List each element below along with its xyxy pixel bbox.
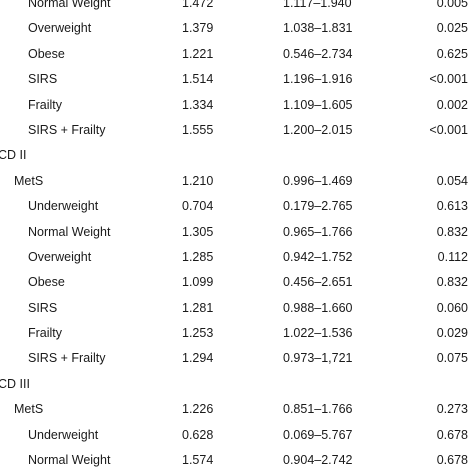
p-value-cell: <0.001	[429, 72, 468, 87]
table-row: Frailty 1.334 1.109–1.605 0.002	[0, 93, 474, 118]
confidence-interval-cell: 1.196–1.916	[283, 72, 353, 87]
confidence-interval-cell: 0.069–5.767	[283, 427, 353, 442]
row-label: Underweight	[28, 427, 99, 442]
odds-ratio-cell: 1.472	[182, 0, 214, 10]
row-label: Overweight	[28, 249, 92, 264]
p-value-cell: 0.832	[436, 224, 468, 239]
confidence-interval-cell: 0.973–1,721	[283, 351, 353, 366]
confidence-interval-cell: 1.022–1.536	[283, 326, 353, 341]
table-row: SIRS + Frailty 1.294 0.973–1,721 0.075	[0, 346, 474, 371]
odds-ratio-cell: 1.334	[182, 97, 214, 112]
table-row: Normal Weight 1.305 0.965–1.766 0.832	[0, 220, 474, 245]
p-value-cell: 0.832	[436, 275, 468, 290]
section-heading-row: CD III	[0, 372, 474, 397]
confidence-interval-cell: 1.200–2.015	[283, 122, 353, 137]
p-value-cell: 0.625	[436, 46, 468, 61]
p-value-cell: 0.060	[436, 300, 468, 315]
confidence-interval-cell: 0.988–1.660	[283, 300, 353, 315]
p-value-cell: 0.678	[436, 453, 468, 468]
confidence-interval-cell: 0.546–2.734	[283, 46, 353, 61]
p-value-cell: 0.273	[436, 402, 468, 417]
row-label: Normal Weight	[28, 224, 111, 239]
p-value-cell: 0.029	[436, 326, 468, 341]
row-label: MetS	[14, 173, 44, 188]
table-row: Underweight 0.628 0.069–5.767 0.678	[0, 423, 474, 448]
p-value-cell: 0.678	[436, 427, 468, 442]
confidence-interval-cell: 1.109–1.605	[283, 97, 353, 112]
odds-ratio-cell: 1.305	[182, 224, 214, 239]
p-value-cell: 0.112	[437, 249, 468, 264]
table-row: Obese 1.221 0.546–2.734 0.625	[0, 42, 474, 67]
row-label: Frailty	[28, 326, 63, 341]
odds-ratio-cell: 1.281	[182, 300, 214, 315]
p-value-cell: 0.613	[436, 199, 468, 214]
confidence-interval-cell: 1.117–1.940	[283, 0, 352, 10]
row-label: Underweight	[28, 199, 99, 214]
odds-ratio-cell: 1.379	[182, 21, 214, 36]
row-label: SIRS	[28, 300, 58, 315]
p-value-cell: 0.054	[436, 173, 468, 188]
confidence-interval-cell: 0.851–1.766	[283, 402, 353, 417]
odds-ratio-cell: 0.704	[182, 199, 214, 214]
odds-ratio-cell: 1.514	[182, 72, 214, 87]
row-label: Obese	[28, 46, 65, 61]
p-value-cell: <0.001	[429, 122, 468, 137]
confidence-interval-cell: 0.904–2.742	[283, 453, 353, 468]
table-row: Overweight 1.285 0.942–1.752 0.112	[0, 245, 474, 270]
row-label: Overweight	[28, 21, 92, 36]
odds-ratio-cell: 1.253	[182, 326, 214, 341]
row-label: Normal Weight	[28, 453, 111, 468]
row-label: CD III	[0, 376, 30, 391]
table-row: MetS 1.210 0.996–1.469 0.054	[0, 169, 474, 194]
p-value-cell: 0.002	[436, 97, 468, 112]
odds-ratio-cell: 1.226	[182, 402, 214, 417]
confidence-interval-cell: 1.038–1.831	[283, 21, 353, 36]
table-row: Frailty 1.253 1.022–1.536 0.029	[0, 321, 474, 346]
row-label: Normal Weight	[28, 0, 111, 10]
table-row: Normal Weight 1.472 1.117–1.940 0.005	[0, 0, 474, 16]
odds-ratio-cell: 1.221	[182, 46, 214, 61]
row-label: SIRS + Frailty	[28, 122, 106, 137]
table-row: Normal Weight 1.574 0.904–2.742 0.678	[0, 448, 474, 473]
confidence-interval-cell: 0.996–1.469	[283, 173, 353, 188]
confidence-interval-cell: 0.942–1.752	[283, 249, 353, 264]
odds-ratio-cell: 1.555	[182, 122, 214, 137]
table-row: MetS 1.226 0.851–1.766 0.273	[0, 397, 474, 422]
p-value-cell: 0.075	[436, 351, 468, 366]
table-row: SIRS + Frailty 1.555 1.200–2.015 <0.001	[0, 118, 474, 143]
odds-ratio-cell: 1.294	[182, 351, 214, 366]
row-label: Obese	[28, 275, 65, 290]
row-label: Frailty	[28, 97, 63, 112]
confidence-interval-cell: 0.965–1.766	[283, 224, 353, 239]
section-heading-row: CD II	[0, 143, 474, 168]
table-row: Obese 1.099 0.456–2.651 0.832	[0, 270, 474, 295]
table-row: SIRS 1.514 1.196–1.916 <0.001	[0, 67, 474, 92]
table-row: Underweight 0.704 0.179–2.765 0.613	[0, 194, 474, 219]
odds-ratio-cell: 1.574	[182, 453, 214, 468]
table-row: SIRS 1.281 0.988–1.660 0.060	[0, 296, 474, 321]
p-value-cell: 0.005	[436, 0, 468, 10]
row-label: SIRS + Frailty	[28, 351, 106, 366]
odds-ratio-cell: 1.210	[182, 173, 214, 188]
row-label: MetS	[14, 402, 44, 417]
p-value-cell: 0.025	[436, 21, 468, 36]
row-label: CD II	[0, 148, 27, 163]
odds-ratio-cell: 0.628	[182, 427, 214, 442]
odds-ratio-cell: 1.099	[182, 275, 214, 290]
odds-ratio-cell: 1.285	[182, 249, 214, 264]
table-row: Overweight 1.379 1.038–1.831 0.025	[0, 16, 474, 41]
confidence-interval-cell: 0.456–2.651	[283, 275, 353, 290]
row-label: SIRS	[28, 72, 58, 87]
confidence-interval-cell: 0.179–2.765	[283, 199, 353, 214]
